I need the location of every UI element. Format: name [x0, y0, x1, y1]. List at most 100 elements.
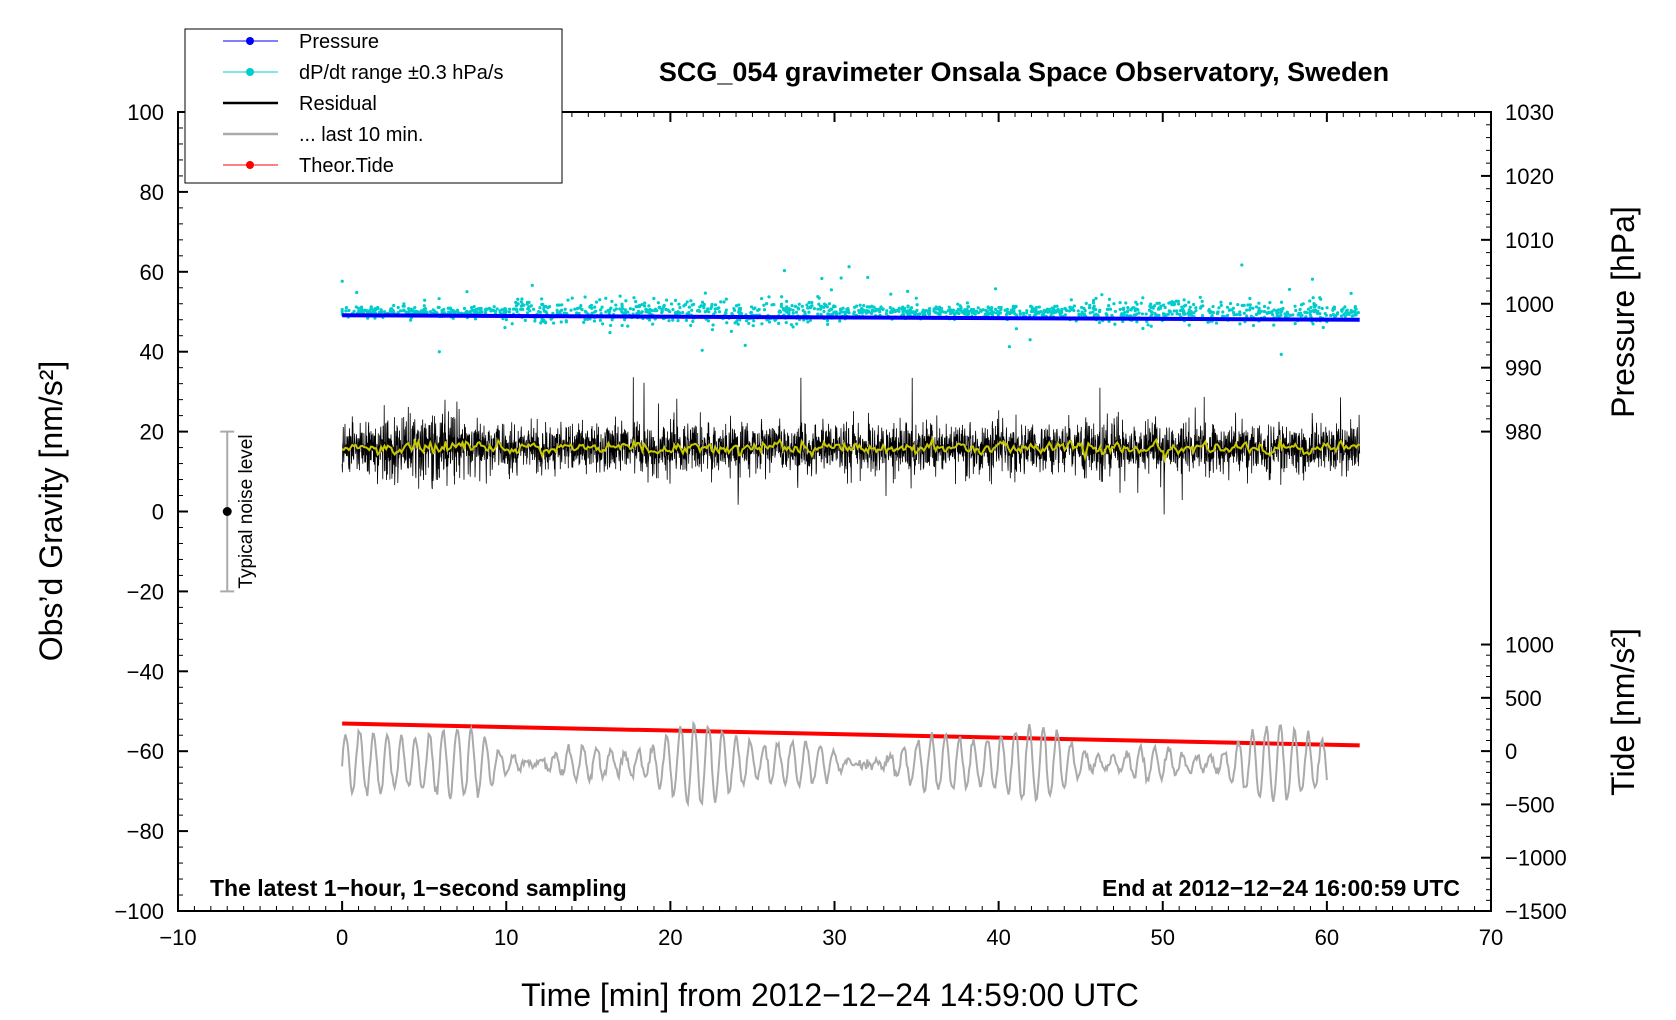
- dpdt-point: [791, 325, 795, 329]
- dpdt-point: [1293, 304, 1297, 308]
- dpdt-point: [538, 310, 542, 314]
- dpdt-point: [440, 309, 444, 313]
- dpdt-point: [867, 305, 872, 309]
- dpdt-point: [1100, 293, 1104, 297]
- dpdt-point: [852, 305, 857, 309]
- dpdt-point: [1221, 310, 1225, 314]
- dpdt-point: [383, 310, 387, 314]
- dpdt-point: [1040, 313, 1044, 317]
- dpdt-point: [504, 318, 509, 322]
- dpdt-point: [1094, 296, 1098, 300]
- dpdt-point: [652, 296, 656, 301]
- dpdt-point: [715, 306, 720, 311]
- dpdt-point: [1198, 295, 1202, 299]
- dpdt-point: [626, 324, 630, 328]
- dpdt-point: [610, 318, 614, 322]
- dpdt-point: [396, 305, 400, 310]
- dpdt-point: [677, 302, 681, 306]
- dpdt-point: [986, 312, 990, 316]
- dpdt-point: [773, 318, 777, 323]
- dpdt-point: [1251, 323, 1256, 328]
- dpdt-point: [897, 309, 901, 314]
- dpdt-point: [681, 310, 685, 315]
- dpdt-point: [948, 311, 952, 316]
- dpdt-point: [658, 306, 662, 310]
- dpdt-point: [632, 296, 636, 300]
- dpdt-point: [530, 283, 534, 287]
- dpdt-point: [1141, 296, 1145, 300]
- dpdt-point: [751, 324, 755, 328]
- dpdt-point: [563, 311, 567, 315]
- dpdt-point: [371, 309, 375, 313]
- dpdt-point: [614, 303, 618, 307]
- dpdt-point: [826, 322, 830, 326]
- dpdt-point: [514, 301, 518, 305]
- dpdt-point: [1279, 352, 1283, 356]
- dpdt-point: [523, 318, 527, 322]
- dpdt-point: [722, 300, 726, 304]
- dpdt-point: [525, 311, 530, 315]
- dpdt-point: [1082, 306, 1086, 311]
- dpdt-point: [1255, 312, 1259, 316]
- dpdt-point: [620, 304, 624, 308]
- dpdt-point: [1029, 309, 1033, 314]
- dpdt-point: [806, 320, 810, 324]
- dpdt-point: [1135, 302, 1139, 306]
- dpdt-point: [1217, 306, 1221, 310]
- dpdt-point: [1170, 300, 1174, 304]
- dpdt-point: [522, 303, 526, 307]
- dpdt-point: [1105, 313, 1109, 318]
- dpdt-point: [1275, 310, 1279, 314]
- dpdt-point: [1303, 310, 1307, 314]
- dpdt-point: [938, 312, 942, 316]
- x-tick-label: 60: [1315, 925, 1339, 950]
- dpdt-point: [1238, 313, 1242, 317]
- dpdt-point: [1140, 312, 1145, 316]
- dpdt-point: [555, 308, 559, 312]
- dpdt-point: [825, 319, 830, 323]
- dpdt-point: [1200, 313, 1205, 318]
- dpdt-point: [1209, 310, 1213, 314]
- dpdt-point: [373, 307, 377, 311]
- dpdt-point: [897, 306, 901, 310]
- x-tick-label: 50: [1151, 925, 1175, 950]
- y-tick-label: 80: [140, 180, 164, 205]
- dpdt-point: [1087, 306, 1092, 310]
- dpdt-point: [551, 311, 555, 315]
- dpdt-point: [340, 307, 344, 312]
- dpdt-point: [560, 308, 564, 312]
- legend-swatch-dot: [246, 68, 254, 76]
- dpdt-point: [1206, 320, 1210, 324]
- dpdt-point: [952, 308, 956, 312]
- dpdt-point: [1272, 308, 1276, 312]
- dpdt-point: [684, 318, 689, 322]
- dpdt-point: [689, 323, 693, 328]
- dpdt-point: [1097, 320, 1102, 325]
- dpdt-point: [519, 300, 523, 304]
- dpdt-point: [634, 305, 638, 309]
- dpdt-point: [1150, 313, 1154, 317]
- dpdt-point: [671, 318, 675, 322]
- dpdt-point: [864, 309, 869, 313]
- dpdt-point: [513, 307, 517, 311]
- dpdt-point: [1184, 303, 1188, 307]
- dpdt-point: [1144, 312, 1148, 316]
- dpdt-point: [1341, 307, 1345, 311]
- dpdt-point: [1124, 301, 1128, 305]
- dpdt-point: [1118, 301, 1122, 305]
- dpdt-point: [1046, 310, 1050, 314]
- dpdt-point: [1096, 314, 1100, 318]
- dpdt-point: [932, 307, 936, 311]
- dpdt-point: [547, 305, 552, 309]
- dpdt-point: [1068, 305, 1072, 309]
- dpdt-point: [838, 311, 842, 316]
- dpdt-point: [852, 310, 856, 314]
- dpdt-point: [695, 309, 700, 313]
- dpdt-point: [915, 308, 919, 312]
- dpdt-point: [500, 308, 504, 312]
- dpdt-point: [1051, 311, 1055, 315]
- dpdt-point: [1082, 313, 1086, 317]
- dpdt-point: [753, 306, 757, 310]
- dpdt-point: [1240, 263, 1244, 267]
- dpdt-point: [819, 307, 823, 311]
